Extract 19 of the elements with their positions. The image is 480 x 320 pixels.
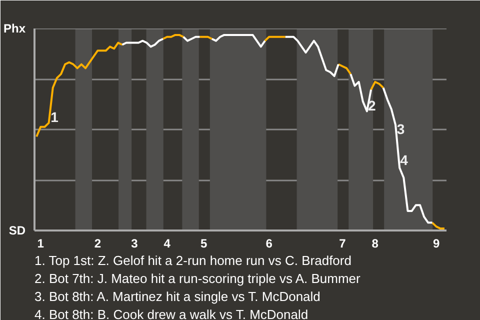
annotation: 2 bbox=[368, 97, 376, 114]
x-tick-label: 5 bbox=[200, 236, 208, 250]
x-tick-label: 9 bbox=[432, 236, 440, 250]
x-tick-label: 1 bbox=[37, 236, 44, 250]
text: 4. Bot 8th: B. Cook drew a walk vs T. McDonald bbox=[34, 307, 308, 320]
x-tick-label: 4 bbox=[164, 236, 171, 250]
text: Phx bbox=[3, 22, 26, 36]
text: 1. Top 1st: Z. Gelof hit a 2-run home run vs C. Bradford bbox=[34, 253, 352, 268]
x-tick-label: 2 bbox=[94, 236, 102, 250]
x-tick-label: 8 bbox=[372, 236, 379, 250]
annotation: 1 bbox=[50, 109, 59, 126]
x-tick-label: 7 bbox=[339, 236, 346, 250]
text: 2. Bot 7th: J. Mateo hit a run-scoring triple vs A. Bummer bbox=[34, 271, 362, 286]
annotation: 4 bbox=[400, 152, 408, 168]
annotation: 3 bbox=[396, 120, 405, 137]
x-tick-label: 3 bbox=[131, 236, 138, 250]
text: SD bbox=[8, 224, 26, 238]
x-tick-label: 6 bbox=[266, 236, 273, 250]
text: 3. Bot 8th: A. Martinez hit a single vs T. McDonald bbox=[34, 289, 320, 304]
